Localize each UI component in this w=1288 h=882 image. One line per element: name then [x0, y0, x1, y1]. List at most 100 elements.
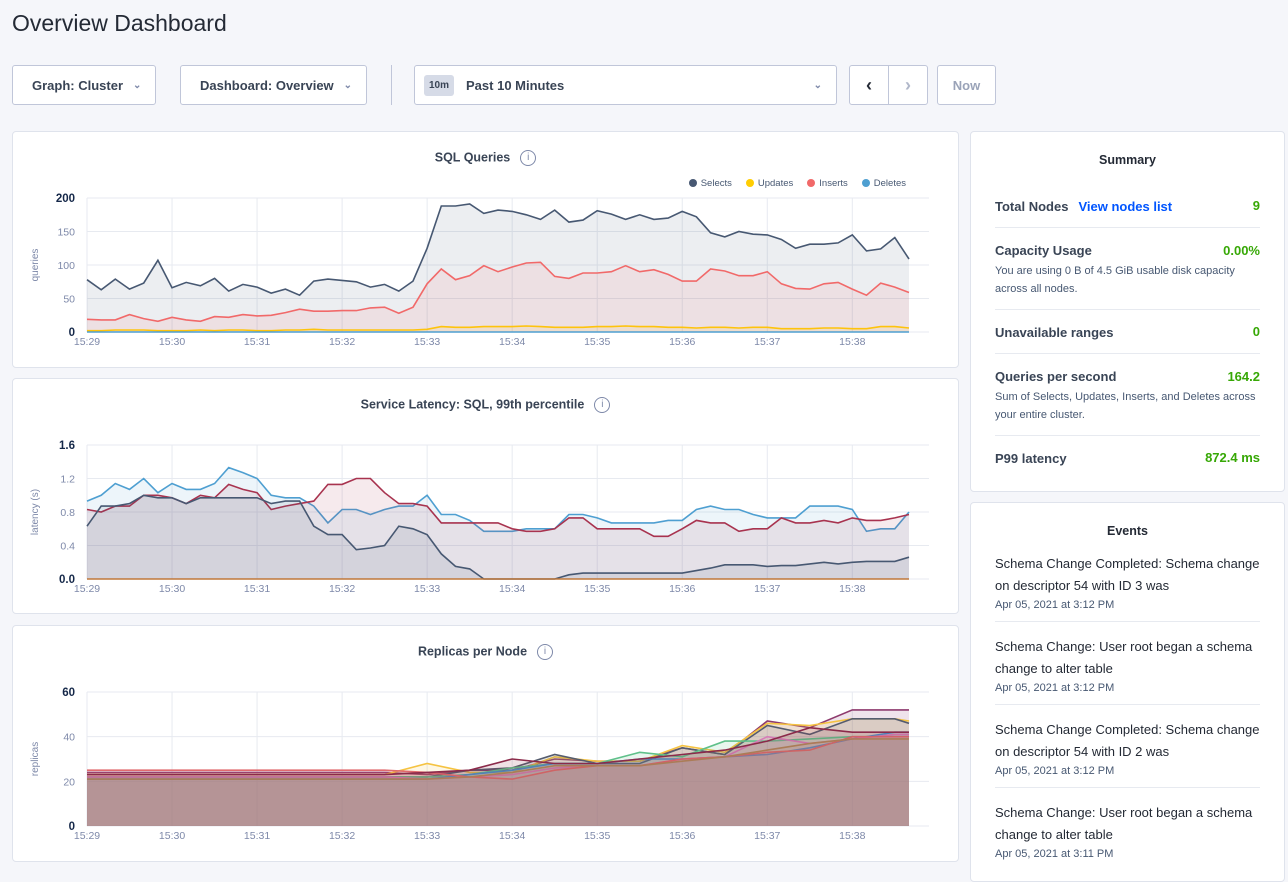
- capacity-label: Capacity Usage: [995, 243, 1092, 258]
- y-tick-label: 1.2: [60, 474, 75, 486]
- now-button[interactable]: Now: [937, 65, 996, 105]
- x-tick-label: 15:35: [584, 336, 610, 348]
- series-area: [87, 262, 909, 332]
- qps-description: Sum of Selects, Updates, Inserts, and De…: [995, 391, 1256, 421]
- x-tick-label: 15:38: [839, 583, 865, 595]
- y-tick-label: 0: [69, 821, 75, 833]
- chart-plot: 15:29 15:30 15:31 15:32 15:33 15:34 15:35 15:36…: [30, 687, 929, 842]
- series-area: [87, 709, 909, 826]
- y-tick-label: 60: [62, 687, 75, 699]
- service-latency-chart: Service Latency: SQL, 99th percentile i 1…: [12, 378, 959, 614]
- chevron-left-icon: ‹: [866, 74, 872, 95]
- x-tick-label: 15:34: [499, 830, 525, 842]
- next-time-button[interactable]: ›: [888, 65, 928, 105]
- legend-dot: [861, 179, 870, 187]
- time-range-select[interactable]: 10m Past 10 Minutes ⌄: [414, 65, 837, 105]
- previous-time-button[interactable]: ‹: [849, 65, 889, 105]
- y-tick-label: 0.8: [60, 507, 75, 519]
- y-tick-label: 200: [56, 193, 75, 205]
- legend-dot: [688, 179, 697, 187]
- chevron-down-icon: ⌄: [813, 79, 822, 91]
- unavailable-ranges-label: Unavailable ranges: [995, 325, 1114, 340]
- qps-value: 164.2: [1227, 369, 1260, 384]
- total-nodes-label: Total Nodes: [995, 199, 1069, 214]
- x-tick-label: 15:31: [244, 336, 270, 348]
- legend-dot: [807, 179, 816, 187]
- event-item[interactable]: Schema Change Completed: Schema change o…: [995, 719, 1260, 788]
- summary-panel: Summary Total Nodes View nodes list 9 Cap…: [970, 131, 1285, 492]
- toolbar-divider: [391, 65, 392, 105]
- x-tick-label: 15:29: [74, 336, 100, 348]
- x-tick-label: 15:38: [839, 336, 865, 348]
- page-title: Overview Dashboard: [12, 10, 227, 36]
- x-tick-label: 15:32: [329, 583, 355, 595]
- x-tick-label: 15:36: [669, 830, 695, 842]
- event-item[interactable]: Schema Change: User root began a schema …: [995, 636, 1260, 705]
- x-tick-label: 15:37: [754, 830, 780, 842]
- dashboard-select-label: Dashboard: Overview: [200, 77, 334, 93]
- info-icon[interactable]: i: [537, 644, 554, 660]
- x-tick-label: 15:33: [414, 830, 440, 842]
- time-range-badge: 10m: [424, 74, 455, 96]
- legend-item-inserts[interactable]: Inserts: [807, 178, 848, 189]
- p99-latency-label: P99 latency: [995, 451, 1067, 466]
- unavailable-ranges-value: 0: [1252, 324, 1260, 339]
- x-tick-label: 15:35: [584, 830, 610, 842]
- chevron-down-icon: ⌄: [343, 79, 353, 91]
- y-tick-label: 20: [63, 776, 75, 788]
- info-icon[interactable]: i: [594, 397, 611, 413]
- event-date: Apr 05, 2021 at 3:12 PM: [995, 765, 1115, 777]
- x-tick-label: 15:37: [754, 336, 780, 348]
- sql-queries-chart: SQL Queries i Selects Updates Inserts Del…: [12, 131, 959, 368]
- events-title: Events: [1107, 524, 1148, 538]
- x-tick-label: 15:30: [159, 830, 185, 842]
- p99-latency-value: 872.4 ms: [1205, 450, 1260, 465]
- series-line-inserts: [86, 261, 910, 323]
- x-tick-label: 15:32: [329, 336, 355, 348]
- event-date: Apr 05, 2021 at 3:11 PM: [995, 848, 1114, 860]
- series-line-series-8: [87, 726, 909, 776]
- capacity-value: 0.00%: [1223, 243, 1260, 258]
- series-line-updates: [87, 325, 910, 332]
- x-tick-label: 15:34: [499, 583, 525, 595]
- y-axis-label: replicas: [30, 742, 41, 776]
- legend-item-deletes[interactable]: Deletes: [861, 178, 906, 189]
- y-tick-label: 1.6: [59, 440, 75, 452]
- x-tick-label: 15:35: [584, 583, 610, 595]
- events-panel: Events Schema Change Completed: Schema c…: [970, 502, 1285, 882]
- legend-item-updates[interactable]: Updates: [745, 178, 793, 189]
- y-tick-label: 0.0: [59, 574, 75, 586]
- x-tick-label: 15:33: [414, 336, 440, 348]
- series-area: [87, 727, 909, 826]
- capacity-description: You are using 0 B of 4.5 GiB usable disk…: [995, 265, 1235, 295]
- y-tick-label: 0.4: [60, 541, 75, 553]
- view-nodes-link[interactable]: View nodes list: [1078, 199, 1173, 214]
- x-tick-label: 15:36: [669, 583, 695, 595]
- y-axis-label: queries: [30, 249, 41, 282]
- x-tick-label: 15:30: [159, 336, 185, 348]
- series-area: [87, 738, 909, 826]
- chart-title: Replicas per Node: [417, 644, 528, 659]
- x-tick-label: 15:36: [669, 336, 695, 348]
- total-nodes-value: 9: [1252, 198, 1260, 213]
- legend-item-selects[interactable]: Selects: [688, 178, 732, 189]
- x-tick-label: 15:31: [244, 830, 270, 842]
- series-line-series-6: [87, 735, 909, 780]
- event-item[interactable]: Schema Change: User root began a schema …: [995, 802, 1260, 870]
- chevron-right-icon: ›: [905, 74, 911, 95]
- event-item[interactable]: Schema Change Completed: Schema change o…: [995, 553, 1260, 622]
- series-area: [87, 478, 909, 579]
- graph-select[interactable]: Graph: Cluster ⌄: [12, 65, 156, 105]
- info-icon[interactable]: i: [520, 150, 537, 166]
- y-tick-label: 40: [63, 732, 75, 744]
- y-tick-label: 0: [69, 327, 75, 339]
- series-area: [87, 495, 909, 579]
- legend-dot: [745, 179, 754, 187]
- y-tick-label: 150: [57, 227, 75, 239]
- dashboard-select[interactable]: Dashboard: Overview ⌄: [180, 65, 367, 105]
- chart-title: Service Latency: SQL, 99th percentile: [360, 397, 585, 412]
- chart-title: SQL Queries: [434, 150, 511, 165]
- y-tick-label: 50: [63, 294, 75, 306]
- x-tick-label: 15:33: [414, 583, 440, 595]
- x-tick-label: 15:32: [329, 830, 355, 842]
